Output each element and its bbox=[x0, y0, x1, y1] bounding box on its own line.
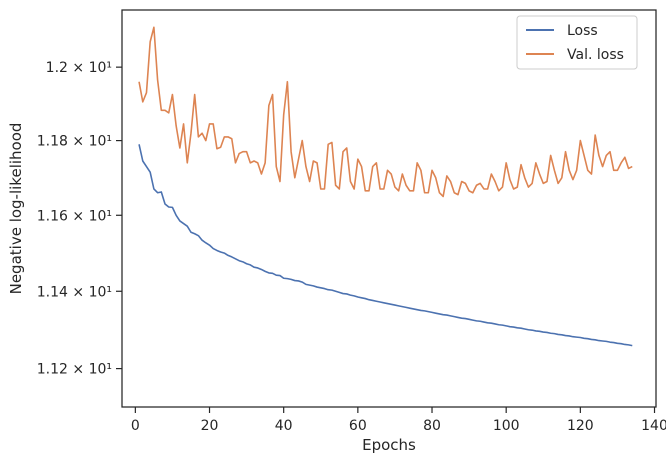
series-line-loss bbox=[138, 144, 633, 347]
x-tick-label: 100 bbox=[493, 418, 520, 434]
y-axis: 1.12 × 10¹ 1.14 × 10¹ 1.16 × 10¹ 1.18 × 10¹… bbox=[37, 60, 122, 378]
x-tick-label: 120 bbox=[567, 418, 594, 434]
x-tick-label: 60 bbox=[349, 418, 367, 434]
y-tick-label: 1.2 × 10¹ bbox=[46, 60, 112, 76]
x-axis: 0 20 40 60 80 100 120 140 bbox=[131, 407, 666, 434]
x-axis-label: Epochs bbox=[362, 436, 416, 454]
y-axis-label: Negative log-likelihood bbox=[7, 123, 25, 295]
plot-frame bbox=[121, 9, 657, 408]
x-tick-label: 40 bbox=[275, 418, 293, 434]
y-tick-label: 1.12 × 10¹ bbox=[37, 362, 112, 378]
y-tick-label: 1.14 × 10¹ bbox=[37, 284, 112, 300]
y-tick-label: 1.18 × 10¹ bbox=[37, 134, 112, 150]
series-line-val-loss bbox=[138, 26, 633, 198]
plot-lines bbox=[138, 26, 633, 347]
legend: Loss Val. loss bbox=[516, 15, 638, 70]
x-tick-label: 80 bbox=[423, 418, 441, 434]
x-tick-label: 140 bbox=[641, 418, 666, 434]
x-tick-label: 20 bbox=[201, 418, 219, 434]
legend-label-val-loss: Val. loss bbox=[567, 47, 624, 63]
legend-label-loss: Loss bbox=[567, 23, 598, 39]
y-tick-label: 1.16 × 10¹ bbox=[37, 208, 112, 224]
x-tick-label: 0 bbox=[131, 418, 140, 434]
